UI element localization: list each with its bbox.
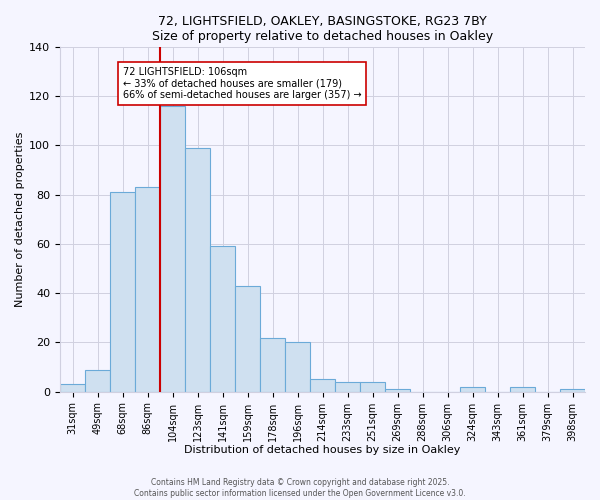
- Y-axis label: Number of detached properties: Number of detached properties: [15, 132, 25, 307]
- Bar: [110, 192, 135, 392]
- Bar: [135, 188, 160, 392]
- Bar: [360, 382, 385, 392]
- Bar: [185, 148, 210, 392]
- Bar: [85, 370, 110, 392]
- Bar: [160, 106, 185, 392]
- Bar: [460, 387, 485, 392]
- Bar: [260, 338, 285, 392]
- Bar: [285, 342, 310, 392]
- X-axis label: Distribution of detached houses by size in Oakley: Distribution of detached houses by size …: [184, 445, 461, 455]
- Bar: [60, 384, 85, 392]
- Bar: [235, 286, 260, 392]
- Bar: [310, 380, 335, 392]
- Bar: [560, 390, 585, 392]
- Bar: [335, 382, 360, 392]
- Title: 72, LIGHTSFIELD, OAKLEY, BASINGSTOKE, RG23 7BY
Size of property relative to deta: 72, LIGHTSFIELD, OAKLEY, BASINGSTOKE, RG…: [152, 15, 493, 43]
- Bar: [210, 246, 235, 392]
- Bar: [385, 390, 410, 392]
- Text: Contains HM Land Registry data © Crown copyright and database right 2025.
Contai: Contains HM Land Registry data © Crown c…: [134, 478, 466, 498]
- Text: 72 LIGHTSFIELD: 106sqm
← 33% of detached houses are smaller (179)
66% of semi-de: 72 LIGHTSFIELD: 106sqm ← 33% of detached…: [122, 66, 361, 100]
- Bar: [510, 387, 535, 392]
